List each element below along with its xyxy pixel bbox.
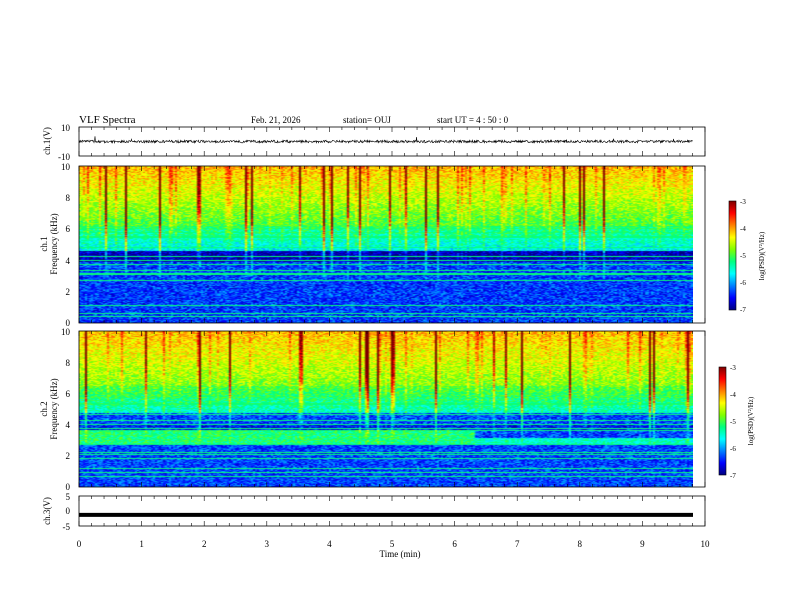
- ch3-ylabel: ch.3(V): [42, 497, 52, 525]
- ch2-spec-ylabel-frequency: Frequency (kHz): [49, 378, 59, 439]
- ch2-freq-tick-2: 2: [66, 451, 71, 461]
- ch1-freq-tick-6: 6: [66, 224, 71, 234]
- ch1-ylabel: ch.1(V): [42, 127, 52, 155]
- x-tick-label: 1: [139, 539, 144, 549]
- ch1-spectrogram-tick-marks: [78, 166, 706, 323]
- ch1-freq-tick-10: 10: [61, 162, 71, 172]
- ch1-tick-marks: [78, 127, 706, 156]
- ch3-ytick-top: 5: [66, 492, 71, 502]
- ch2-spectrogram-tick-marks: [78, 331, 706, 487]
- ch1-cb-tick-m4: -4: [740, 225, 746, 233]
- ch1-colorbar-scale: [728, 200, 737, 311]
- ch3-tick-marks: [78, 496, 706, 526]
- ch2-spectrogram-image: [79, 331, 693, 487]
- x-tick-label: 10: [701, 539, 711, 549]
- ch1-freq-tick-8: 8: [66, 193, 71, 203]
- ch2-spectrogram-panel: 0 2 4 6 8 10 ch.2 Frequency (kHz): [39, 327, 706, 492]
- x-tick-label: 2: [202, 539, 207, 549]
- ch1-cb-tick-m5: -5: [740, 252, 746, 260]
- ch1-cb-tick-m7: -7: [740, 306, 746, 314]
- figure-title: VLF Spectra: [79, 114, 136, 126]
- ch2-cb-tick-m6: -6: [730, 445, 736, 453]
- ch2-colorbar: -3 -4 -5 -6 -7 log(PSD)(V²/Hz): [718, 364, 755, 480]
- ch1-spec-ylabel-channel: ch.1: [39, 236, 49, 251]
- x-axis-label: Time (min): [380, 549, 421, 559]
- station-label: station= OUJ: [343, 115, 391, 125]
- ch1-spectrogram-panel: 0 2 4 6 8 10 ch.1 Frequency (kHz): [39, 162, 706, 328]
- ch1-cb-tick-m3: -3: [740, 198, 746, 206]
- ch2-freq-tick-0: 0: [66, 482, 71, 492]
- x-tick-label: 3: [265, 539, 270, 549]
- ch2-freq-tick-10: 10: [61, 327, 71, 337]
- ch1-ytick-top: 10: [61, 123, 71, 133]
- ch2-cb-tick-m3: -3: [730, 364, 736, 372]
- ch2-cb-tick-m4: -4: [730, 391, 736, 399]
- ch2-spec-ylabel-channel: ch.2: [39, 401, 49, 416]
- x-tick-label: 5: [390, 539, 395, 549]
- ch3-ytick-mid: 0: [66, 506, 71, 516]
- ch3-ytick-bottom: -5: [63, 522, 71, 532]
- ch1-ytick-bottom: -10: [58, 152, 70, 162]
- x-tick-label: 0: [77, 539, 82, 549]
- x-tick-label: 8: [578, 539, 583, 549]
- ch2-colorbar-scale: [718, 366, 727, 476]
- x-axis-tick-labels: 0 1 2 3 4 5 6 7 8 9 10: [77, 539, 710, 549]
- ch2-cb-tick-m7: -7: [730, 472, 736, 480]
- ch1-spectrogram-image: [79, 166, 693, 323]
- x-tick-label: 4: [327, 539, 332, 549]
- ch2-colorbar-label: log(PSD)(V²/Hz): [747, 396, 755, 445]
- start-time-label: start UT = 4 : 50 : 0: [437, 115, 509, 125]
- ch1-cb-tick-m6: -6: [740, 279, 746, 287]
- x-tick-label: 7: [515, 539, 520, 549]
- ch2-freq-tick-4: 4: [66, 420, 71, 430]
- ch1-waveform-panel: 10 -10 ch.1(V): [42, 123, 706, 162]
- ch1-freq-tick-4: 4: [66, 256, 71, 266]
- ch1-freq-tick-2: 2: [66, 287, 71, 297]
- ch1-waveform-line: [78, 136, 694, 144]
- ch1-freq-tick-0: 0: [66, 318, 71, 328]
- ch1-spec-ylabel-frequency: Frequency (kHz): [49, 213, 59, 274]
- ch1-colorbar: -3 -4 -5 -6 -7 log(PSD)(V²/Hz): [728, 198, 766, 314]
- ch3-waveform-panel: 5 0 -5 ch.3(V): [42, 492, 706, 532]
- ch2-freq-tick-6: 6: [66, 389, 71, 399]
- x-tick-label: 6: [452, 539, 457, 549]
- date-label: Feb. 21, 2026: [251, 115, 301, 125]
- ch2-cb-tick-m5: -5: [730, 418, 736, 426]
- ch1-colorbar-label: log(PSD)(V²/Hz): [758, 231, 766, 280]
- x-tick-label: 9: [640, 539, 645, 549]
- ch2-freq-tick-8: 8: [66, 358, 71, 368]
